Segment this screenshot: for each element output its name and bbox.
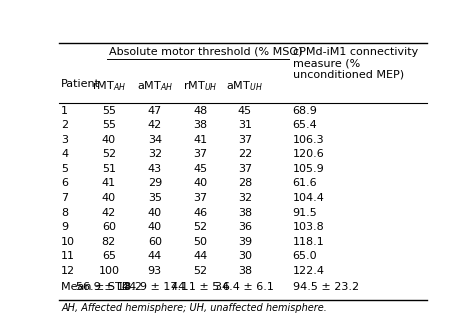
Text: 36: 36 [238, 222, 252, 232]
Text: 56.9 ± 18.2: 56.9 ± 18.2 [76, 282, 142, 291]
Text: 40: 40 [148, 222, 162, 232]
Text: 29: 29 [147, 178, 162, 188]
Text: 104.4: 104.4 [292, 193, 324, 203]
Text: 45: 45 [237, 106, 252, 116]
Text: 37: 37 [193, 149, 208, 159]
Text: 34.4 ± 6.1: 34.4 ± 6.1 [215, 282, 274, 291]
Text: AH, Affected hemisphere; UH, unaffected hemisphere.: AH, Affected hemisphere; UH, unaffected … [61, 303, 327, 313]
Text: 106.3: 106.3 [292, 135, 324, 145]
Text: 9: 9 [61, 222, 68, 232]
Text: 122.4: 122.4 [292, 266, 325, 276]
Text: 30: 30 [238, 251, 252, 261]
Text: 37: 37 [237, 164, 252, 174]
Text: 41: 41 [193, 135, 208, 145]
Text: Patient: Patient [61, 79, 100, 89]
Text: 3: 3 [61, 135, 68, 145]
Text: 38: 38 [237, 208, 252, 217]
Text: 4: 4 [61, 149, 68, 159]
Text: 32: 32 [237, 193, 252, 203]
Text: 50: 50 [194, 237, 208, 247]
Text: 93: 93 [148, 266, 162, 276]
Text: 91.5: 91.5 [292, 208, 317, 217]
Text: 2: 2 [61, 120, 68, 130]
Text: 38: 38 [193, 120, 208, 130]
Text: Mean ± STD: Mean ± STD [61, 282, 130, 291]
Text: 11: 11 [61, 251, 75, 261]
Text: 61.6: 61.6 [292, 178, 317, 188]
Text: 40: 40 [102, 193, 116, 203]
Text: 5: 5 [61, 164, 68, 174]
Text: 55: 55 [102, 106, 116, 116]
Text: 28: 28 [237, 178, 252, 188]
Text: 94.5 ± 23.2: 94.5 ± 23.2 [292, 282, 359, 291]
Text: 44: 44 [193, 251, 208, 261]
Text: 10: 10 [61, 237, 75, 247]
Text: 37: 37 [193, 193, 208, 203]
Text: Absolute motor threshold (% MSO): Absolute motor threshold (% MSO) [109, 47, 302, 57]
Text: 31: 31 [238, 120, 252, 130]
Text: 22: 22 [237, 149, 252, 159]
Text: 8: 8 [61, 208, 68, 217]
Text: 51: 51 [102, 164, 116, 174]
Text: 43: 43 [148, 164, 162, 174]
Text: cPMd-iM1 connectivity
measure (%
unconditioned MEP): cPMd-iM1 connectivity measure (% uncondi… [292, 47, 418, 80]
Text: 40: 40 [193, 178, 208, 188]
Text: 40: 40 [148, 208, 162, 217]
Text: rMT$_{UH}$: rMT$_{UH}$ [183, 79, 218, 93]
Text: 103.8: 103.8 [292, 222, 324, 232]
Text: 41: 41 [102, 178, 116, 188]
Text: 32: 32 [148, 149, 162, 159]
Text: 120.6: 120.6 [292, 149, 324, 159]
Text: 1: 1 [61, 106, 68, 116]
Text: 6: 6 [61, 178, 68, 188]
Text: 52: 52 [102, 149, 116, 159]
Text: 44: 44 [147, 251, 162, 261]
Text: 52: 52 [193, 222, 208, 232]
Text: 105.9: 105.9 [292, 164, 324, 174]
Text: 39: 39 [237, 237, 252, 247]
Text: 68.9: 68.9 [292, 106, 318, 116]
Text: rMT$_{AH}$: rMT$_{AH}$ [92, 79, 126, 93]
Text: 37: 37 [237, 135, 252, 145]
Text: 48: 48 [193, 106, 208, 116]
Text: 42: 42 [102, 208, 116, 217]
Text: 12: 12 [61, 266, 75, 276]
Text: 40: 40 [102, 135, 116, 145]
Text: aMT$_{UH}$: aMT$_{UH}$ [227, 79, 263, 93]
Text: 65: 65 [102, 251, 116, 261]
Text: 118.1: 118.1 [292, 237, 324, 247]
Text: 35: 35 [148, 193, 162, 203]
Text: 38: 38 [237, 266, 252, 276]
Text: 52: 52 [193, 266, 208, 276]
Text: 55: 55 [102, 120, 116, 130]
Text: 65.4: 65.4 [292, 120, 317, 130]
Text: 46: 46 [193, 208, 208, 217]
Text: 44.1 ± 5.6: 44.1 ± 5.6 [171, 282, 230, 291]
Text: 60: 60 [102, 222, 116, 232]
Text: aMT$_{AH}$: aMT$_{AH}$ [137, 79, 173, 93]
Text: 100: 100 [98, 266, 119, 276]
Text: 47: 47 [147, 106, 162, 116]
Text: 42: 42 [147, 120, 162, 130]
Text: 44.9 ± 17.1: 44.9 ± 17.1 [122, 282, 188, 291]
Text: 60: 60 [148, 237, 162, 247]
Text: 82: 82 [102, 237, 116, 247]
Text: 45: 45 [193, 164, 208, 174]
Text: 34: 34 [148, 135, 162, 145]
Text: 65.0: 65.0 [292, 251, 317, 261]
Text: 7: 7 [61, 193, 68, 203]
